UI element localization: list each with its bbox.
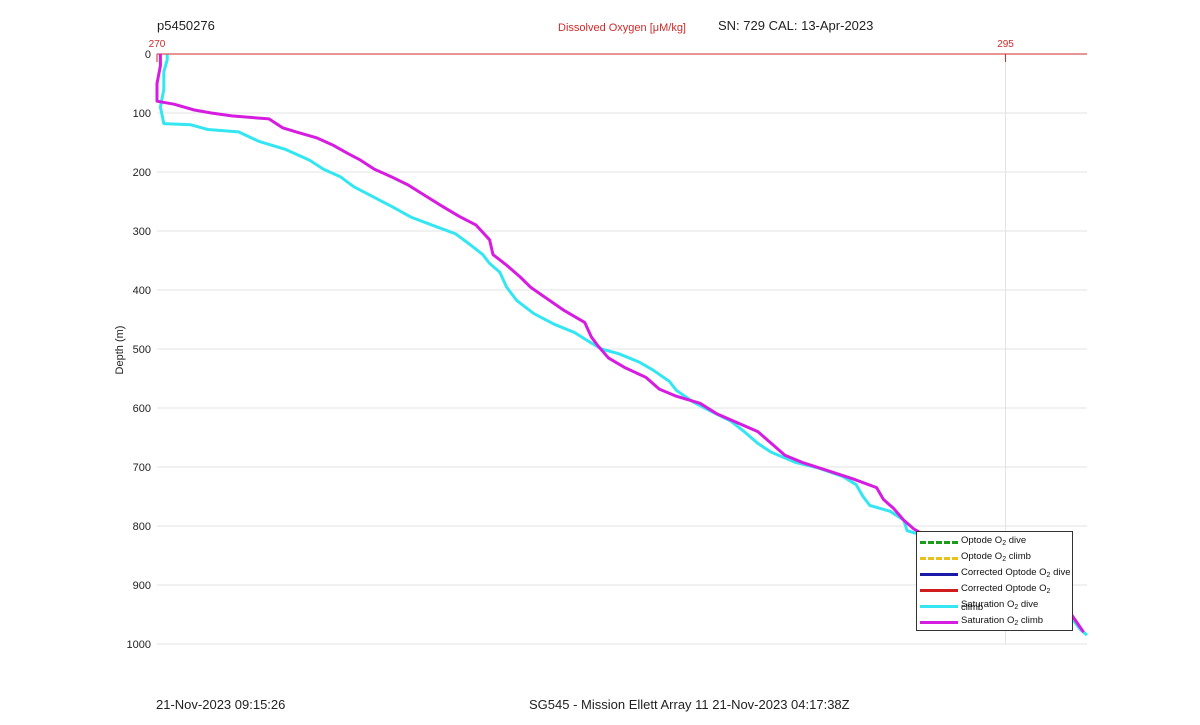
legend-swatch [920, 621, 958, 624]
y-tick-label: 900 [133, 580, 151, 592]
y-tick-label: 0 [145, 49, 151, 61]
grid-lines [157, 54, 1087, 645]
legend-label: Optode O2 climb [961, 551, 1031, 563]
chart-title: Dissolved Oxygen [μM/kg] [558, 22, 686, 34]
x-tick-label: 295 [997, 39, 1014, 50]
y-tick-label: 200 [133, 167, 151, 179]
profile-id: p5450276 [157, 18, 215, 33]
y-tick-label: 500 [133, 344, 151, 356]
legend-label: Corrected Optode O2 climb [961, 583, 1051, 613]
legend-entry: Corrected Optode O2 climb [917, 581, 1072, 613]
legend-entry: Saturation O2 dive [917, 597, 1072, 613]
chart-legend: Optode O2 dive Optode O2 climb Corrected O… [916, 531, 1073, 631]
legend-label: Saturation O2 dive [961, 599, 1039, 611]
serial-cal: SN: 729 CAL: 13-Apr-2023 [718, 18, 874, 33]
legend-label: Saturation O2 climb [961, 615, 1044, 627]
legend-swatch [920, 589, 958, 592]
legend-entry: Optode O2 climb [917, 549, 1072, 565]
y-tick-label: 700 [133, 462, 151, 474]
legend-label: Corrected Optode O2 dive [961, 567, 1071, 579]
legend-swatch [920, 541, 958, 544]
legend-entry: Corrected Optode O2 dive [917, 565, 1072, 581]
footer-mission: SG545 - Mission Ellett Array 11 21-Nov-2… [529, 697, 850, 712]
y-tick-label: 1000 [127, 639, 151, 651]
y-tick-label: 300 [133, 226, 151, 238]
y-tick-label: 600 [133, 403, 151, 415]
legend-swatch [920, 605, 958, 608]
x-tick-label: 270 [149, 39, 166, 50]
legend-entry: Optode O2 dive [917, 533, 1072, 549]
y-axis-label: Depth (m) [114, 325, 126, 375]
legend-label: Optode O2 dive [961, 535, 1027, 547]
footer-timestamp: 21-Nov-2023 09:15:26 [156, 697, 286, 712]
legend-swatch [920, 573, 958, 576]
legend-swatch [920, 557, 958, 560]
axes: 0 100 200 300 400 500 600 700 800 900 1000 270 295 [127, 39, 1087, 651]
y-tick-label: 800 [133, 521, 151, 533]
legend-entry: Saturation O2 climb [917, 613, 1072, 629]
y-tick-label: 400 [133, 285, 151, 297]
y-tick-label: 100 [133, 108, 151, 120]
